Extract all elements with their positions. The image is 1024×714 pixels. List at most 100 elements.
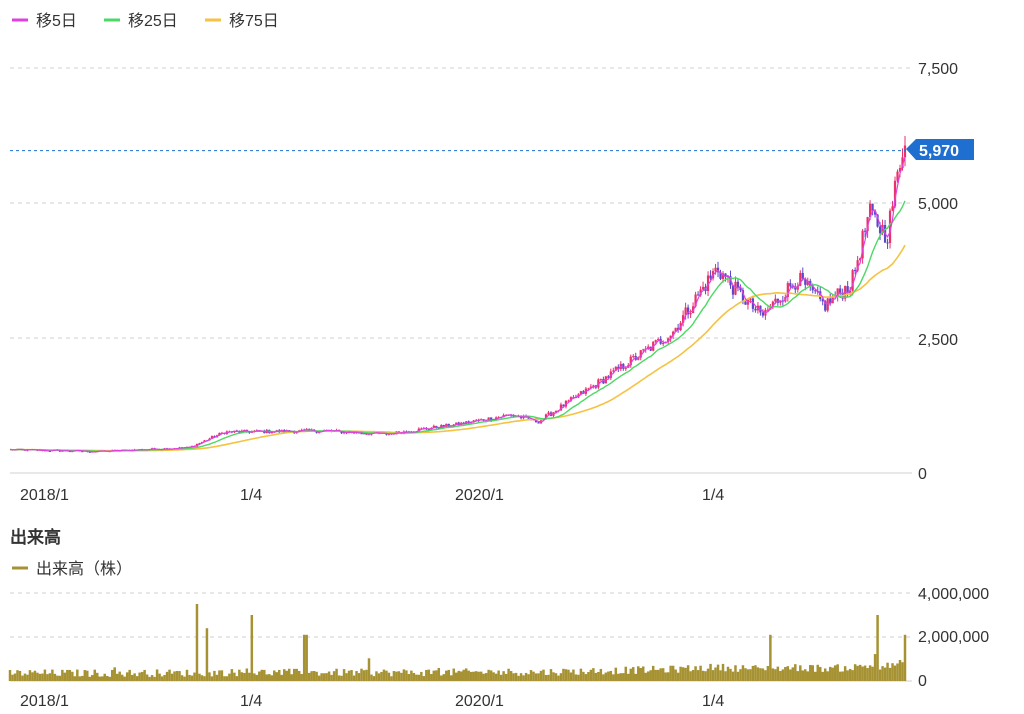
volume-bar [641, 666, 645, 681]
volume-bar [691, 669, 695, 681]
volume-bar [818, 666, 822, 681]
volume-bar [806, 671, 810, 681]
candle-body [352, 432, 356, 434]
volume-bar [21, 675, 24, 681]
volume-bar [686, 665, 690, 681]
volume-bar [183, 676, 186, 681]
candle-body [270, 432, 273, 434]
volume-bar [270, 675, 274, 681]
volume-bar [617, 673, 620, 681]
volume-bar [340, 675, 343, 681]
candle-body [203, 440, 206, 442]
candle-body [821, 299, 824, 302]
volume-bar [295, 668, 298, 681]
volume-bar [275, 672, 278, 681]
candle-body [799, 273, 802, 286]
volume-bar [442, 674, 446, 681]
volume-bar [153, 676, 156, 681]
volume-bar [93, 669, 97, 681]
volume-bar [809, 664, 812, 681]
volume-bar [627, 673, 630, 681]
volume-bar [903, 634, 907, 681]
volume-bar [287, 668, 291, 681]
volume-bar [193, 672, 196, 681]
volume-bar [150, 675, 154, 681]
volume-bar [564, 669, 568, 681]
volume-bar [794, 664, 797, 681]
volume-bar [178, 671, 181, 681]
candle-body [721, 273, 725, 279]
volume-bar [160, 676, 164, 681]
candle-body [829, 298, 832, 304]
candle-body [824, 301, 827, 311]
volume-bar [233, 672, 236, 681]
volume-bar [225, 676, 229, 681]
volume-bar [604, 672, 608, 681]
volume-bar [674, 669, 677, 681]
volume-bar [893, 665, 897, 681]
volume-bar [91, 675, 94, 681]
candle-body [572, 396, 575, 398]
volume-bar [420, 671, 423, 681]
candle-body [562, 404, 565, 407]
volume-bar [26, 674, 29, 681]
volume-bar [479, 671, 483, 681]
volume-bar [709, 663, 712, 681]
candle-body [657, 339, 660, 341]
volume-bar [285, 670, 288, 681]
volume-bar [395, 671, 398, 681]
volume-bar [898, 660, 902, 681]
volume-bar [661, 668, 665, 681]
volume-bar [38, 673, 42, 681]
ma5-legend-label: 移5日 [36, 12, 77, 30]
candle-body [814, 290, 817, 292]
volume-bar [841, 671, 844, 681]
candle-body [819, 291, 822, 300]
volume-bar [352, 675, 356, 681]
volume-bar [180, 675, 184, 681]
volume-bar [422, 676, 426, 681]
volume-bar [51, 669, 54, 681]
volume-plot [8, 592, 912, 682]
candle-body [472, 420, 475, 422]
candle-body [891, 206, 894, 211]
volume-bar [744, 668, 747, 681]
volume-bar [78, 676, 82, 681]
candle-body [878, 226, 882, 234]
volume-bar [469, 671, 473, 681]
candle-body [701, 286, 705, 290]
volume-bar [522, 675, 525, 681]
volume-bar [751, 665, 755, 681]
candle-body [898, 168, 902, 172]
candle-body [198, 443, 201, 445]
candle-body [315, 431, 318, 433]
volume-bar [881, 666, 884, 681]
volume-bar [527, 674, 530, 681]
volume-bar [218, 670, 221, 681]
volume-bar [562, 668, 565, 681]
volume-bar [784, 667, 787, 681]
volume-bar [602, 674, 605, 681]
volume-bar [684, 667, 687, 681]
volume-bar [43, 669, 47, 681]
volume-bar [255, 674, 259, 681]
volume-bar [210, 676, 214, 681]
volume-bar [123, 676, 126, 681]
volume-bar [143, 669, 146, 681]
volume-bar [198, 673, 201, 681]
volume-bar [512, 673, 515, 681]
volume-bar [317, 675, 321, 681]
volume-bar [228, 673, 231, 681]
volume-bar [831, 667, 834, 681]
volume-bar [402, 669, 406, 681]
candle-body [836, 288, 839, 298]
volume-bar [761, 668, 765, 681]
candle-body [81, 451, 84, 453]
candle-body [559, 404, 563, 411]
volume-bar [23, 673, 27, 681]
volume-bar [609, 670, 613, 681]
candle-body [774, 298, 777, 302]
candle-body [579, 391, 583, 395]
volume-bar [582, 671, 585, 681]
volume-bar [445, 670, 448, 681]
